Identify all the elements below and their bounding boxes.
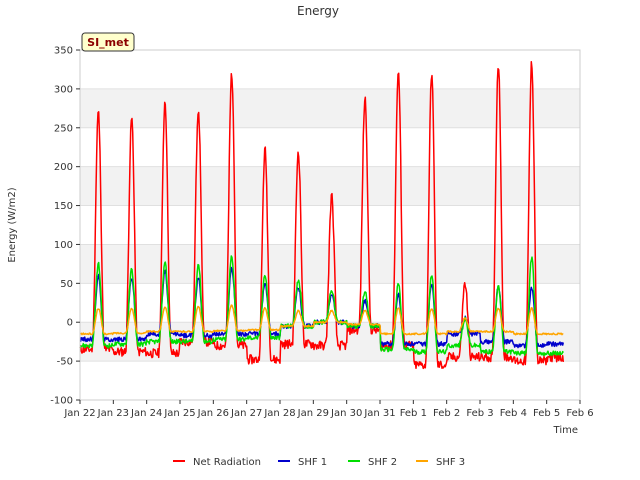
site-label-box: SI_met [81, 32, 135, 52]
y-tick-label: -100 [50, 396, 73, 407]
y-tick-label: 0 [67, 318, 73, 329]
legend-item: Net Radiation [173, 457, 261, 468]
legend-label: SHF 2 [368, 457, 397, 468]
x-tick-label: Jan 23 [97, 408, 129, 419]
x-tick-label: Feb 2 [433, 408, 460, 419]
chart-title: Energy [297, 4, 339, 18]
plot-border [79, 49, 581, 401]
x-tick-label: Feb 3 [466, 408, 493, 419]
x-tick-label: Jan 22 [63, 408, 95, 419]
x-tick-label: Jan 30 [330, 408, 362, 419]
y-tick-label: -50 [57, 357, 73, 368]
site-label: SI_met [87, 36, 129, 49]
grid-band [80, 166, 580, 206]
y-axis-label: Energy (W/m2) [7, 187, 18, 262]
x-tick-label: Jan 28 [263, 408, 295, 419]
y-tick-label: 100 [54, 240, 73, 251]
legend: Net Radiation SHF 1 SHF 2 SHF 3 [173, 457, 465, 468]
series-line-shf-3 [79, 304, 564, 336]
legend-item: SHF 3 [416, 457, 465, 468]
series-layer [79, 61, 565, 370]
x-tick-label: Jan 25 [163, 408, 195, 419]
legend-item: SHF 1 [278, 457, 327, 468]
y-tick-label: 350 [54, 46, 73, 57]
y-tick-label: 200 [54, 162, 73, 173]
grid-band [80, 322, 580, 362]
x-tick-label: Feb 6 [566, 408, 593, 419]
grid-band [80, 88, 580, 128]
x-tick-label: Jan 29 [297, 408, 329, 419]
legend-item: SHF 2 [348, 457, 397, 468]
y-tick-label: 150 [54, 201, 73, 212]
x-tick-label: Jan 27 [230, 408, 262, 419]
x-tick-label: Jan 24 [130, 408, 162, 419]
legend-label: SHF 3 [436, 457, 465, 468]
x-tick-label: Jan 26 [197, 408, 229, 419]
x-axis-label: Time [553, 425, 578, 436]
y-tick-label: 250 [54, 123, 73, 134]
x-axis: Jan 22 Jan 23 Jan 24 Jan 25 Jan 26 Jan 27 Jan … [63, 400, 594, 419]
x-tick-label: Feb 4 [500, 408, 527, 419]
x-tick-label: Jan 31 [363, 408, 395, 419]
legend-label: Net Radiation [193, 457, 261, 468]
site-label-frame [81, 32, 135, 52]
x-tick-label: Feb 5 [533, 408, 560, 419]
y-axis: -100 -50 0 50 100 150 200 250 300 350 [50, 46, 80, 407]
grid-band [80, 244, 580, 284]
y-tick-label: 50 [60, 279, 73, 290]
legend-label: SHF 1 [298, 457, 327, 468]
x-tick-label: Feb 1 [400, 408, 427, 419]
y-tick-label: 300 [54, 84, 73, 95]
